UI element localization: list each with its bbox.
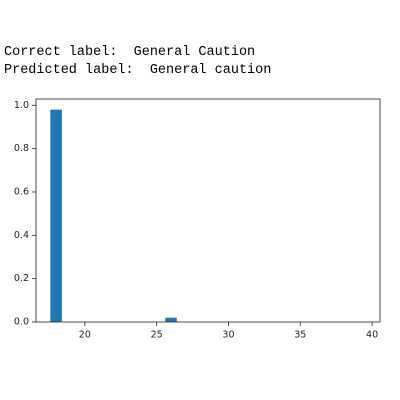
predicted-label: Predicted label: General caution [4,63,271,78]
y-tick-label: 0.6 [14,186,29,197]
y-tick-label: 1.0 [14,100,29,111]
y-tick-label: 0.4 [14,230,29,241]
correct-label: Correct label: General Caution [4,45,255,60]
bar [165,317,177,322]
y-tick-label: 0.8 [14,143,29,154]
x-tick-label: 25 [151,330,163,341]
y-tick-label: 0.0 [14,317,29,328]
bar [50,109,62,322]
x-tick-label: 40 [366,330,378,341]
x-tick-label: 20 [79,330,91,341]
plot-frame [35,98,381,323]
y-tick-label: 0.2 [14,273,29,284]
x-tick-label: 30 [222,330,234,341]
x-tick-label: 35 [294,330,306,341]
